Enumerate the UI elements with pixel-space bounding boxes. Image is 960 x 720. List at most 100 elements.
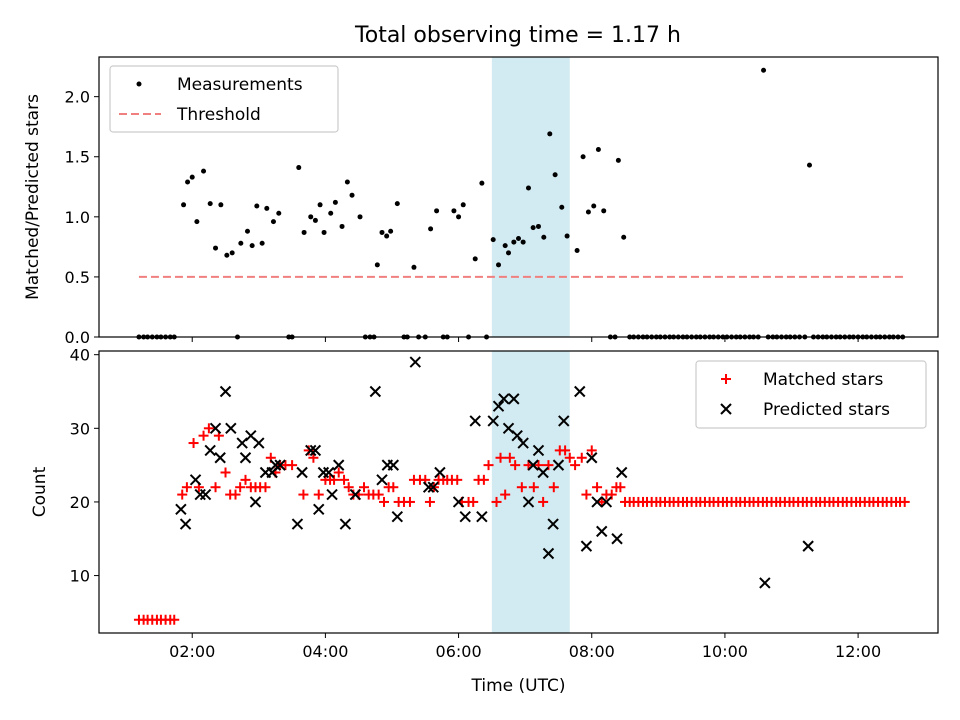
measurement-point — [535, 223, 541, 229]
measurement-point — [328, 210, 334, 216]
predicted-point-b — [498, 393, 510, 405]
legend-measurements-label: Measurements — [177, 75, 303, 95]
matched-point — [424, 496, 435, 507]
predicted-point — [558, 415, 570, 427]
predicted-point — [611, 533, 623, 545]
matched-point — [510, 460, 521, 471]
predicted-point-b — [253, 437, 265, 449]
measurement-point — [460, 202, 466, 208]
measurement-point — [213, 245, 219, 251]
matched-point — [516, 482, 527, 493]
legend-measurements-marker — [136, 81, 142, 87]
predicted-point-b — [527, 459, 539, 471]
observing-span-bottom — [491, 351, 570, 633]
matched-point — [592, 482, 603, 493]
bottom-y-axis-label: Count — [30, 466, 50, 517]
measurement-point — [244, 228, 250, 234]
y-tick-label: 0.0 — [65, 328, 90, 347]
measurement-point — [249, 243, 255, 249]
measurement-point — [511, 239, 517, 245]
predicted-point-b — [452, 496, 465, 508]
measurement-point — [357, 214, 363, 220]
measurement-point — [317, 202, 323, 208]
predicted-point — [269, 459, 282, 471]
legend-x-b — [720, 403, 732, 415]
predicted-point — [452, 496, 465, 508]
predicted-point-b — [476, 510, 488, 523]
y-tick-label: 30 — [70, 419, 90, 438]
measurement-point — [516, 235, 521, 241]
x-tick-label: 02:00 — [169, 642, 215, 661]
measurement-point — [525, 185, 531, 191]
predicted-point-b — [759, 577, 771, 589]
predicted-point-b — [296, 466, 308, 479]
measurement-point — [344, 179, 350, 185]
predicted-point — [547, 518, 559, 530]
top-legend-box — [109, 65, 339, 133]
predicted-point — [498, 393, 510, 405]
matched-point — [581, 489, 592, 500]
predicted-point — [580, 540, 593, 552]
matched-point — [220, 467, 231, 478]
predicted-point — [225, 422, 237, 435]
matched-point — [210, 482, 221, 493]
predicted-point-b — [323, 466, 335, 479]
measurement-point — [259, 240, 265, 246]
matched-point — [240, 474, 251, 485]
y-tick-label: 40 — [70, 346, 90, 365]
predicted-point-b — [542, 547, 555, 560]
predicted-point — [249, 496, 262, 508]
top-y-axis-label: Matched/Predicted stars — [23, 94, 43, 300]
measurement-point — [547, 131, 553, 137]
matched-point — [404, 496, 415, 507]
predicted-point-b — [274, 459, 286, 471]
measurement-point — [472, 256, 478, 262]
measurement-point — [312, 217, 318, 223]
x-tick-label: 06:00 — [436, 642, 482, 661]
predicted-point — [309, 444, 322, 457]
predicted-point-b — [245, 429, 257, 442]
matched-point — [564, 452, 575, 463]
measurement-point — [411, 264, 417, 270]
matched-point — [388, 482, 399, 493]
measurement-point — [201, 168, 207, 174]
predicted-point-b — [339, 518, 352, 530]
measurement-point — [428, 226, 434, 232]
predicted-point — [326, 488, 338, 501]
measurement-point — [615, 157, 621, 163]
predicted-point-b — [214, 452, 226, 464]
predicted-point-b — [586, 452, 598, 464]
predicted-point-b — [313, 503, 325, 516]
predicted-point-b — [487, 415, 499, 427]
predicted-point-b — [600, 496, 613, 508]
predicted-point — [175, 503, 187, 516]
predicted-point-b — [175, 503, 187, 516]
predicted-point-b — [349, 488, 362, 501]
predicted-point — [339, 518, 352, 530]
predicted-point — [532, 444, 545, 457]
matched-point — [504, 452, 515, 463]
y-tick-label: 0.5 — [65, 268, 90, 287]
predicted-point-b — [249, 496, 262, 508]
measurement-point — [559, 204, 565, 210]
predicted-point-b — [508, 393, 520, 405]
bottom-y-ticks: 10 20 30 40 — [70, 346, 99, 586]
predicted-point-b — [580, 540, 593, 552]
matched-point — [333, 467, 344, 478]
measurement-point — [194, 219, 200, 225]
matched-point — [298, 489, 309, 500]
matched-point — [177, 489, 188, 500]
predicted-point — [552, 459, 565, 471]
matched-point — [188, 438, 199, 449]
measurement-point — [552, 172, 558, 178]
predicted-point — [239, 452, 252, 464]
measurement-point — [394, 201, 400, 207]
legend-plus — [721, 374, 731, 384]
predicted-point-b — [574, 385, 586, 398]
predicted-point-b — [459, 510, 471, 523]
predicted-point-b — [469, 415, 481, 427]
measurement-point — [520, 239, 526, 245]
predicted-point — [427, 481, 439, 493]
measurement-point — [229, 250, 235, 256]
predicted-point — [305, 444, 317, 457]
